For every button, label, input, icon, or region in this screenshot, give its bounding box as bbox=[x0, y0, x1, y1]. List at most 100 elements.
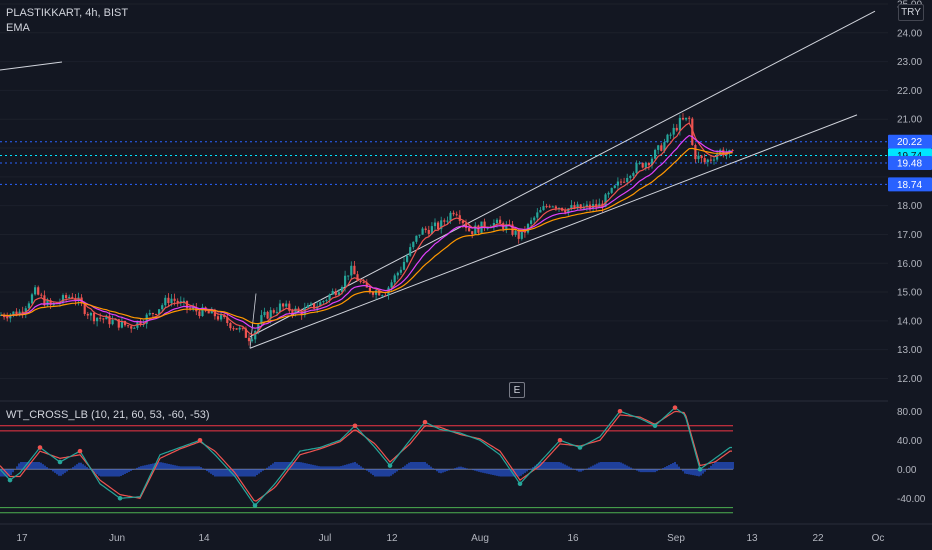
candle-body bbox=[173, 298, 176, 301]
candle-body bbox=[409, 247, 412, 256]
drawn-trendline[interactable] bbox=[0, 61, 63, 71]
ema-legend[interactable]: EMA bbox=[6, 22, 30, 34]
candle-body bbox=[347, 275, 350, 277]
candle-body bbox=[282, 303, 285, 307]
candle-body bbox=[232, 328, 235, 330]
candle-body bbox=[61, 295, 65, 303]
candle-body bbox=[161, 305, 164, 310]
candle-body bbox=[241, 327, 244, 329]
candle-body bbox=[201, 307, 204, 317]
candle-body bbox=[458, 215, 461, 221]
candle-body bbox=[399, 269, 402, 273]
candle-body bbox=[306, 305, 309, 308]
level-price-tag-label: 19.48 bbox=[897, 159, 922, 170]
cross-dot bbox=[7, 477, 13, 483]
candle-body bbox=[492, 223, 495, 228]
candle-body bbox=[158, 309, 161, 315]
candle-body bbox=[86, 313, 89, 316]
candle-body bbox=[619, 181, 623, 183]
candle-body bbox=[675, 127, 678, 131]
candle-body bbox=[613, 185, 616, 188]
oscillator-legend[interactable]: WT_CROSS_LB (10, 21, 60, 53, -60, -53) bbox=[6, 409, 210, 421]
candle-body bbox=[610, 187, 613, 193]
cross-dot bbox=[252, 503, 258, 508]
symbol-legend[interactable]: PLASTIKKART, 4h, BIST bbox=[6, 7, 128, 19]
candle-body bbox=[719, 149, 722, 155]
candle-body bbox=[703, 158, 706, 163]
cross-dot bbox=[577, 445, 583, 450]
candle-body bbox=[564, 210, 567, 213]
price-axis[interactable]: 25.0024.0023.0022.0021.0018.0017.0016.00… bbox=[888, 0, 932, 385]
candle-body bbox=[495, 219, 499, 224]
ema-label: EMA bbox=[6, 22, 30, 34]
candle-body bbox=[449, 212, 452, 221]
trend-channel[interactable] bbox=[249, 10, 876, 349]
candle-body bbox=[83, 303, 86, 314]
candle-body bbox=[371, 292, 375, 295]
candle-body bbox=[192, 307, 195, 309]
candle-body bbox=[567, 208, 570, 213]
candle-body bbox=[415, 235, 418, 242]
oscillator-pane bbox=[0, 405, 734, 514]
candle-body bbox=[319, 302, 322, 307]
candle-body bbox=[170, 298, 173, 304]
candle-body bbox=[402, 261, 406, 270]
candle-body bbox=[272, 310, 275, 313]
candle-body bbox=[49, 300, 52, 306]
candle-body bbox=[716, 154, 719, 160]
channel-lower-line bbox=[249, 114, 858, 349]
ema-lines bbox=[0, 122, 733, 336]
price-tick-label: 13.00 bbox=[897, 345, 922, 356]
candle-body bbox=[220, 314, 223, 320]
currency-badge[interactable]: TRY bbox=[898, 4, 924, 21]
candle-body bbox=[133, 327, 136, 329]
cross-dot bbox=[197, 437, 203, 443]
candle-body bbox=[607, 192, 610, 195]
oscillator-tick-label: 80.00 bbox=[897, 407, 922, 418]
candle-body bbox=[390, 282, 393, 288]
candle-body bbox=[151, 313, 154, 315]
candle-body bbox=[576, 204, 579, 209]
candle-body bbox=[542, 206, 545, 211]
candle-body bbox=[554, 206, 557, 209]
candle-body bbox=[244, 328, 247, 338]
candle-body bbox=[486, 227, 489, 229]
candle-body bbox=[260, 315, 263, 325]
candle-body bbox=[235, 328, 238, 330]
candle-body bbox=[626, 177, 629, 182]
candle-body bbox=[666, 134, 669, 143]
event-marker-label: E bbox=[513, 384, 521, 396]
candle-body bbox=[499, 219, 502, 224]
level-price-tag-label: 20.22 bbox=[897, 137, 922, 148]
time-tick-label: Sep bbox=[667, 533, 685, 544]
candle-body bbox=[291, 310, 294, 314]
ema-slow-line bbox=[0, 147, 733, 325]
candle-body bbox=[6, 317, 9, 319]
candle-body bbox=[688, 117, 691, 119]
candle-body bbox=[644, 163, 647, 168]
candle-body bbox=[573, 205, 576, 209]
candle-body bbox=[46, 300, 49, 306]
oscillator-axis[interactable]: 80.00 40.00 0.00 -40.00 bbox=[897, 407, 926, 505]
candle-body bbox=[12, 311, 15, 315]
candle-body bbox=[288, 303, 291, 311]
time-axis[interactable]: 17 Jun 14 Jul 12 Aug 16 Sep 13 22 Oc bbox=[16, 533, 884, 544]
candle-body bbox=[517, 230, 520, 239]
time-tick-label: 14 bbox=[198, 533, 210, 544]
candle-body bbox=[446, 220, 449, 222]
candle-body bbox=[381, 295, 384, 297]
earnings-event-marker[interactable]: E bbox=[509, 382, 525, 398]
cross-dot bbox=[352, 423, 358, 429]
candle-body bbox=[641, 162, 644, 168]
price-tick-label: 18.00 bbox=[897, 201, 922, 212]
time-tick-label: Jul bbox=[319, 533, 332, 544]
candle-body bbox=[430, 226, 433, 234]
candle-body bbox=[278, 303, 282, 312]
level-price-tag bbox=[888, 134, 932, 149]
time-tick-label: 16 bbox=[567, 533, 579, 544]
candle-body bbox=[632, 172, 635, 176]
candle-body bbox=[697, 155, 700, 160]
candle-body bbox=[247, 337, 251, 342]
